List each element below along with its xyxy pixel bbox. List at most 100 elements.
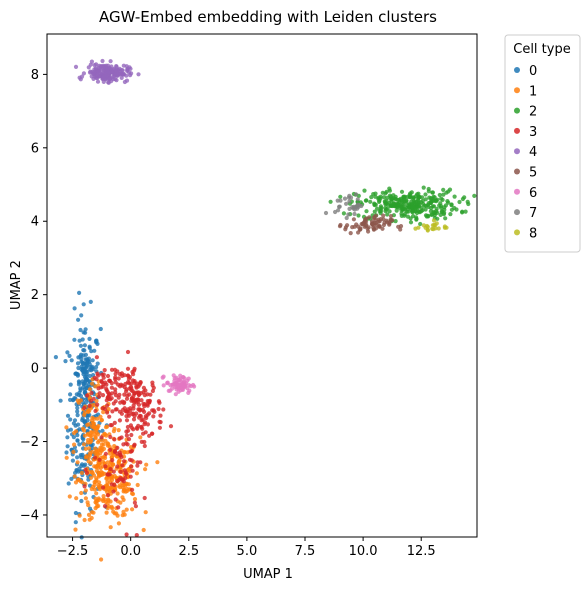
- data-point: [105, 483, 110, 488]
- data-point: [138, 435, 143, 440]
- data-point: [356, 213, 361, 218]
- data-point: [118, 452, 123, 458]
- data-point: [176, 382, 181, 388]
- data-point: [328, 199, 333, 204]
- data-point: [129, 432, 134, 438]
- data-point: [115, 464, 120, 469]
- data-point: [93, 408, 98, 414]
- data-point: [100, 384, 105, 389]
- data-point: [359, 203, 364, 209]
- data-point: [116, 428, 121, 433]
- data-point: [105, 460, 110, 465]
- data-point: [81, 370, 86, 375]
- data-point: [95, 361, 100, 366]
- data-point: [83, 488, 88, 493]
- data-point: [440, 197, 445, 202]
- data-point: [351, 204, 357, 209]
- data-point: [155, 460, 160, 465]
- data-point: [101, 74, 106, 79]
- data-point: [103, 380, 108, 385]
- data-point: [344, 215, 349, 221]
- data-point: [116, 505, 121, 510]
- x-tick-label: 10.0: [349, 544, 378, 559]
- data-point: [133, 398, 138, 403]
- data-point: [87, 403, 92, 408]
- data-point: [432, 210, 437, 215]
- data-point: [396, 224, 401, 229]
- data-point: [104, 510, 109, 515]
- legend-marker: [514, 87, 520, 94]
- data-point: [105, 493, 110, 498]
- data-point: [161, 383, 166, 388]
- data-point: [346, 212, 351, 217]
- data-point: [65, 350, 70, 355]
- data-point: [420, 198, 425, 203]
- data-point: [94, 449, 99, 454]
- y-tick-label: 8: [31, 68, 39, 83]
- data-point: [139, 418, 144, 423]
- data-point: [119, 382, 124, 387]
- data-point: [150, 431, 155, 436]
- data-point: [113, 399, 118, 404]
- data-point: [102, 497, 107, 502]
- data-point: [142, 393, 147, 398]
- data-point: [120, 477, 125, 482]
- data-point: [124, 507, 129, 512]
- scatter-points: [53, 58, 477, 562]
- data-point: [405, 206, 410, 212]
- data-point: [460, 210, 465, 215]
- data-point: [130, 487, 135, 492]
- data-point: [87, 387, 92, 392]
- x-tick-label: −2.5: [57, 544, 89, 559]
- data-point: [76, 400, 81, 405]
- data-point: [173, 392, 178, 397]
- data-point: [98, 485, 103, 490]
- data-point: [139, 424, 144, 429]
- data-point: [109, 504, 114, 509]
- data-point: [121, 442, 126, 447]
- data-point: [161, 407, 166, 412]
- data-point: [69, 476, 74, 481]
- data-point: [336, 208, 341, 213]
- data-point: [93, 479, 98, 484]
- data-point: [105, 67, 110, 72]
- x-tick-label: 7.5: [295, 544, 316, 559]
- legend-marker: [514, 168, 520, 175]
- data-point: [91, 484, 96, 489]
- chart-title: AGW-Embed embedding with Leiden clusters: [99, 8, 437, 26]
- data-point: [90, 415, 95, 420]
- data-point: [125, 366, 131, 371]
- data-point: [69, 358, 74, 363]
- data-point: [124, 387, 129, 392]
- data-point: [121, 497, 126, 502]
- data-point: [134, 385, 139, 390]
- data-point: [82, 410, 87, 415]
- data-point: [142, 404, 147, 409]
- data-point: [381, 213, 386, 218]
- data-point: [89, 510, 95, 515]
- data-point: [98, 414, 103, 419]
- data-point: [64, 450, 69, 455]
- legend-label: 7: [529, 206, 537, 221]
- data-point: [87, 408, 92, 413]
- data-point: [88, 460, 93, 466]
- data-point: [79, 313, 84, 318]
- data-point: [430, 190, 435, 195]
- data-point: [92, 70, 97, 75]
- data-point: [73, 470, 78, 475]
- data-point: [103, 425, 109, 430]
- data-point: [75, 455, 80, 460]
- data-point: [64, 425, 69, 430]
- data-point: [369, 195, 374, 200]
- data-point: [77, 380, 82, 385]
- data-point: [428, 209, 433, 214]
- data-point: [125, 488, 130, 494]
- data-point: [102, 431, 107, 436]
- data-point: [94, 355, 99, 360]
- data-point: [73, 480, 79, 485]
- data-point: [127, 457, 133, 462]
- data-point: [145, 402, 150, 407]
- data-point: [431, 227, 436, 232]
- data-point: [98, 326, 103, 332]
- data-point: [83, 357, 88, 362]
